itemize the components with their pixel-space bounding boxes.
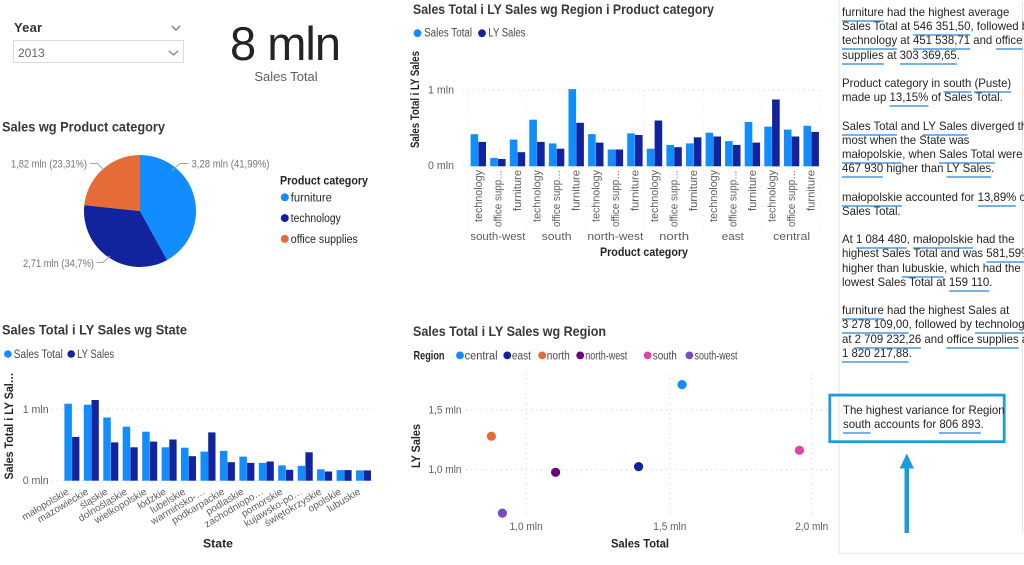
svg-text:Sales Total: Sales Total bbox=[611, 537, 669, 551]
svg-text:Product category: Product category bbox=[280, 176, 369, 188]
svg-text:office supp…: office supp… bbox=[786, 170, 798, 227]
svg-text:Sales Total i LY Sales wg Regi: Sales Total i LY Sales wg Region bbox=[413, 323, 606, 339]
svg-text:technology: technology bbox=[708, 169, 720, 221]
svg-text:1,0 mln: 1,0 mln bbox=[510, 521, 543, 533]
svg-text:south-west: south-west bbox=[470, 231, 525, 243]
svg-text:1,82 mln (23,31%): 1,82 mln (23,31%) bbox=[11, 159, 87, 171]
svg-text:furniture: furniture bbox=[512, 170, 524, 211]
svg-text:north: north bbox=[547, 351, 570, 363]
svg-text:office supp…: office supp… bbox=[492, 170, 504, 227]
svg-text:2,71 mln (34,7%): 2,71 mln (34,7%) bbox=[23, 258, 94, 270]
svg-text:office supp…: office supp… bbox=[727, 170, 739, 227]
svg-text:1,5 mln: 1,5 mln bbox=[429, 404, 462, 416]
svg-text:1,5 mln: 1,5 mln bbox=[653, 521, 686, 533]
svg-text:furniture: furniture bbox=[571, 170, 583, 211]
svg-text:office supp…: office supp… bbox=[551, 170, 563, 227]
svg-text:east: east bbox=[512, 351, 532, 363]
svg-text:office supplies: office supplies bbox=[291, 234, 358, 246]
svg-text:technology: technology bbox=[590, 170, 602, 222]
svg-text:Region: Region bbox=[414, 351, 445, 363]
svg-text:Sales Total i LY Sales wg Regi: Sales Total i LY Sales wg Region i Produ… bbox=[413, 1, 714, 17]
svg-text:furniture: furniture bbox=[291, 192, 332, 204]
svg-text:north-west: north-west bbox=[587, 231, 643, 243]
svg-text:2,0 mln: 2,0 mln bbox=[795, 521, 828, 533]
svg-text:furniture: furniture bbox=[629, 170, 641, 211]
svg-text:technology: technology bbox=[473, 170, 485, 222]
svg-text:Sales Total i LY Sal…: Sales Total i LY Sal… bbox=[4, 373, 16, 480]
svg-text:1 mln: 1 mln bbox=[23, 404, 49, 416]
svg-text:3,28 mln (41,99%): 3,28 mln (41,99%) bbox=[192, 159, 270, 171]
svg-text:north-west: north-west bbox=[585, 351, 628, 363]
svg-text:Sales Total: Sales Total bbox=[14, 349, 63, 361]
svg-text:Product category: Product category bbox=[600, 245, 688, 259]
svg-text:central: central bbox=[465, 351, 498, 363]
svg-text:LY Sales: LY Sales bbox=[77, 349, 114, 361]
svg-text:Sales Total i LY Sales: Sales Total i LY Sales bbox=[410, 51, 422, 148]
svg-text:0 mln: 0 mln bbox=[428, 160, 454, 172]
svg-text:south: south bbox=[542, 231, 572, 243]
svg-text:south-west: south-west bbox=[695, 351, 739, 363]
svg-text:Sales wg Product category: Sales wg Product category bbox=[2, 119, 165, 135]
svg-text:1,0 mln: 1,0 mln bbox=[429, 464, 462, 476]
svg-text:office supp…: office supp… bbox=[669, 170, 681, 227]
svg-text:State: State bbox=[203, 537, 233, 551]
svg-text:technology: technology bbox=[291, 213, 341, 225]
svg-text:0 mln: 0 mln bbox=[23, 475, 49, 487]
svg-text:east: east bbox=[722, 231, 744, 243]
svg-text:1 mln: 1 mln bbox=[428, 84, 454, 96]
svg-text:north: north bbox=[659, 231, 689, 243]
svg-text:LY Sales: LY Sales bbox=[488, 28, 525, 40]
svg-text:technology: technology bbox=[767, 170, 779, 222]
svg-text:furniture: furniture bbox=[806, 170, 818, 211]
svg-text:furniture: furniture bbox=[688, 170, 700, 211]
svg-text:LY Sales: LY Sales bbox=[411, 424, 423, 468]
svg-text:Sales Total i LY Sales wg Stat: Sales Total i LY Sales wg State bbox=[2, 321, 187, 337]
svg-text:office supp…: office supp… bbox=[610, 170, 622, 227]
svg-text:Sales Total: Sales Total bbox=[424, 28, 472, 40]
svg-text:central: central bbox=[773, 231, 810, 243]
svg-text:south: south bbox=[653, 351, 677, 363]
svg-text:technology: technology bbox=[649, 170, 661, 222]
svg-text:technology: technology bbox=[532, 170, 544, 222]
svg-text:furniture: furniture bbox=[747, 170, 759, 211]
